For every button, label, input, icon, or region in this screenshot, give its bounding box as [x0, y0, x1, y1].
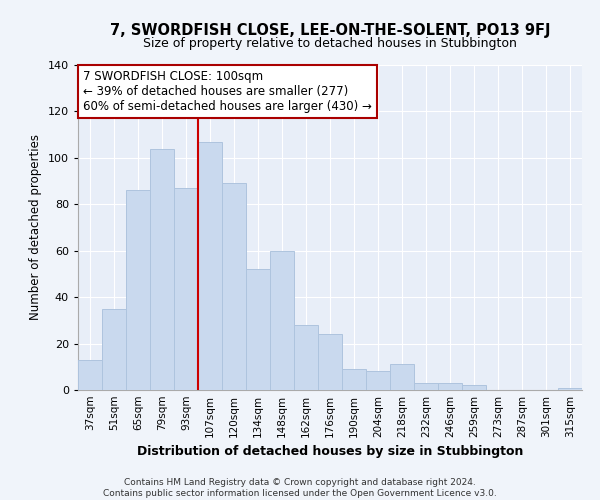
Bar	[342, 369, 366, 390]
Bar	[246, 270, 270, 390]
Bar	[318, 334, 342, 390]
Bar	[174, 188, 198, 390]
Text: Contains HM Land Registry data © Crown copyright and database right 2024.
Contai: Contains HM Land Registry data © Crown c…	[103, 478, 497, 498]
Bar	[558, 388, 582, 390]
Bar	[150, 148, 174, 390]
Bar	[222, 184, 246, 390]
Bar	[366, 372, 390, 390]
Bar	[438, 383, 462, 390]
Bar	[102, 309, 126, 390]
Text: Size of property relative to detached houses in Stubbington: Size of property relative to detached ho…	[143, 38, 517, 51]
Bar	[294, 325, 318, 390]
Bar	[462, 386, 486, 390]
Bar	[270, 250, 294, 390]
Bar	[414, 383, 438, 390]
Bar	[78, 360, 102, 390]
Text: 7, SWORDFISH CLOSE, LEE-ON-THE-SOLENT, PO13 9FJ: 7, SWORDFISH CLOSE, LEE-ON-THE-SOLENT, P…	[110, 22, 550, 38]
Bar	[198, 142, 222, 390]
X-axis label: Distribution of detached houses by size in Stubbington: Distribution of detached houses by size …	[137, 446, 523, 458]
Y-axis label: Number of detached properties: Number of detached properties	[29, 134, 42, 320]
Bar	[390, 364, 414, 390]
Bar	[126, 190, 150, 390]
Text: 7 SWORDFISH CLOSE: 100sqm
← 39% of detached houses are smaller (277)
60% of semi: 7 SWORDFISH CLOSE: 100sqm ← 39% of detac…	[83, 70, 372, 113]
